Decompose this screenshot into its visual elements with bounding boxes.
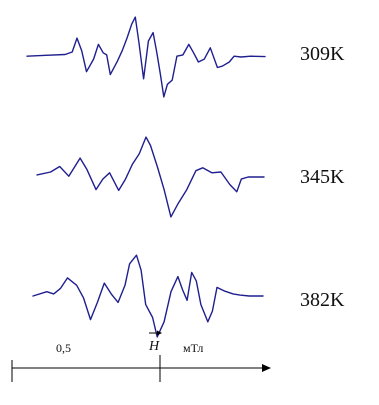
- scale-value-label: 0,5: [56, 341, 71, 355]
- field-symbol-label: H: [148, 339, 160, 354]
- trace-label-345k: 345K: [300, 166, 345, 188]
- trace-label-309k: 309K: [300, 43, 345, 65]
- field-unit-label: мТл: [183, 341, 203, 355]
- field-scale: 0,5 H мТл: [11, 330, 271, 382]
- spectrum-trace-309k: [26, 16, 266, 98]
- vector-arrow-head: [157, 330, 162, 336]
- field-axis-arrowhead: [262, 364, 271, 372]
- trace-label-382k: 382K: [300, 289, 345, 311]
- spectrum-trace-382k: [32, 254, 264, 338]
- spectrum-trace-345k: [36, 136, 265, 218]
- spectra-group: [26, 16, 266, 338]
